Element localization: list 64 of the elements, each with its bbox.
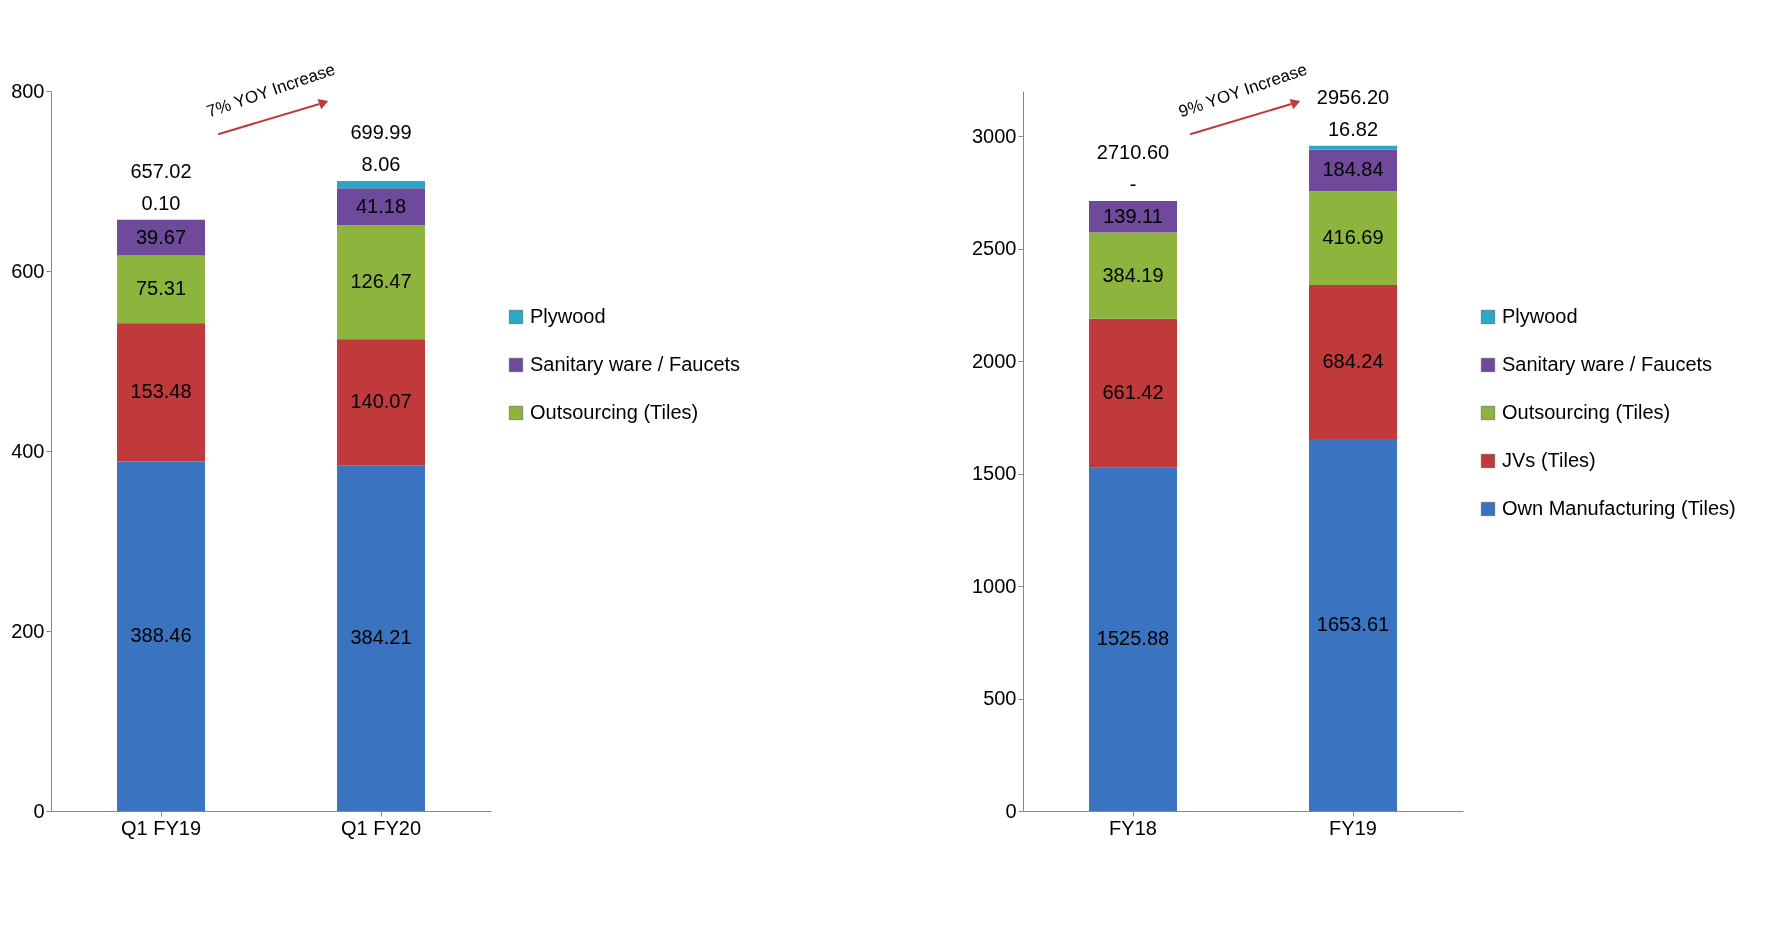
data-label: 139.11	[1103, 204, 1163, 227]
data-label: 0.10	[141, 191, 181, 214]
legend-label: Plywood	[530, 305, 606, 327]
x-tick-label: Q1 FY19	[120, 816, 202, 839]
data-label: 384.21	[350, 626, 412, 649]
bar	[337, 181, 425, 189]
data-label: 8.06	[361, 153, 401, 176]
y-tick-label: 0	[1005, 799, 1017, 822]
y-tick-label: 600	[11, 259, 45, 282]
bar	[117, 461, 205, 811]
bar	[337, 465, 425, 811]
y-tick-label: 400	[11, 439, 45, 462]
data-label: 41.18	[355, 194, 407, 217]
data-label: 1525.88	[1096, 627, 1170, 650]
x-tick-label: Q1 FY20	[340, 816, 422, 839]
total-label: 699.99	[350, 121, 412, 144]
legend-label: Own Manufacturing (Tiles)	[1502, 497, 1736, 519]
legend-label: Outsourcing (Tiles)	[530, 401, 699, 423]
bar	[1309, 438, 1397, 811]
y-tick-label: 0	[33, 799, 45, 822]
data-label: 416.69	[1322, 226, 1384, 249]
y-tick-label: 1000	[972, 574, 1017, 597]
bar	[337, 188, 425, 226]
bar	[1309, 191, 1397, 285]
bar	[1309, 145, 1397, 150]
bar	[117, 255, 205, 324]
data-label: 75.31	[135, 277, 187, 300]
y-tick-label: 200	[11, 619, 45, 642]
legend-label: Plywood	[1502, 305, 1578, 327]
total-label: 2710.60	[1096, 141, 1170, 164]
bar	[337, 225, 425, 340]
bar	[1089, 232, 1177, 319]
data-label: 140.07	[350, 390, 412, 413]
data-label: 16.82	[1327, 117, 1379, 140]
data-label: 384.19	[1102, 263, 1164, 286]
y-tick-label: 2000	[972, 349, 1017, 372]
data-label: 39.67	[135, 225, 187, 248]
bar	[1089, 318, 1177, 468]
y-tick-label: 500	[983, 687, 1017, 709]
data-label: 388.46	[130, 624, 192, 647]
data-label: 684.24	[1322, 349, 1384, 372]
y-tick-label: 2500	[972, 237, 1017, 259]
x-tick-label: FY18	[1109, 816, 1157, 839]
total-label: 657.02	[130, 159, 192, 182]
legend-label: Outsourcing (Tiles)	[1502, 401, 1671, 423]
legend-label: Sanitary ware / Faucets	[530, 353, 741, 375]
data-label: 1653.61	[1316, 612, 1390, 635]
data-label: 661.42	[1102, 381, 1164, 404]
legend-label: Sanitary ware / Faucets	[1502, 353, 1713, 375]
bar	[337, 339, 425, 466]
bar	[1089, 467, 1177, 811]
data-label: 153.48	[130, 380, 192, 403]
bar	[1309, 284, 1397, 439]
data-label: 184.84	[1322, 158, 1384, 181]
bar	[117, 219, 205, 256]
y-tick-label: 800	[11, 79, 45, 102]
y-tick-label: 1500	[972, 462, 1017, 484]
y-tick-label: 3000	[972, 124, 1017, 147]
total-label: 2956.20	[1316, 85, 1390, 108]
bar	[117, 323, 205, 462]
data-label: -	[1129, 173, 1137, 196]
data-label: 126.47	[350, 270, 412, 293]
legend-label: JVs (Tiles)	[1502, 449, 1596, 471]
x-tick-label: FY19	[1329, 816, 1377, 839]
